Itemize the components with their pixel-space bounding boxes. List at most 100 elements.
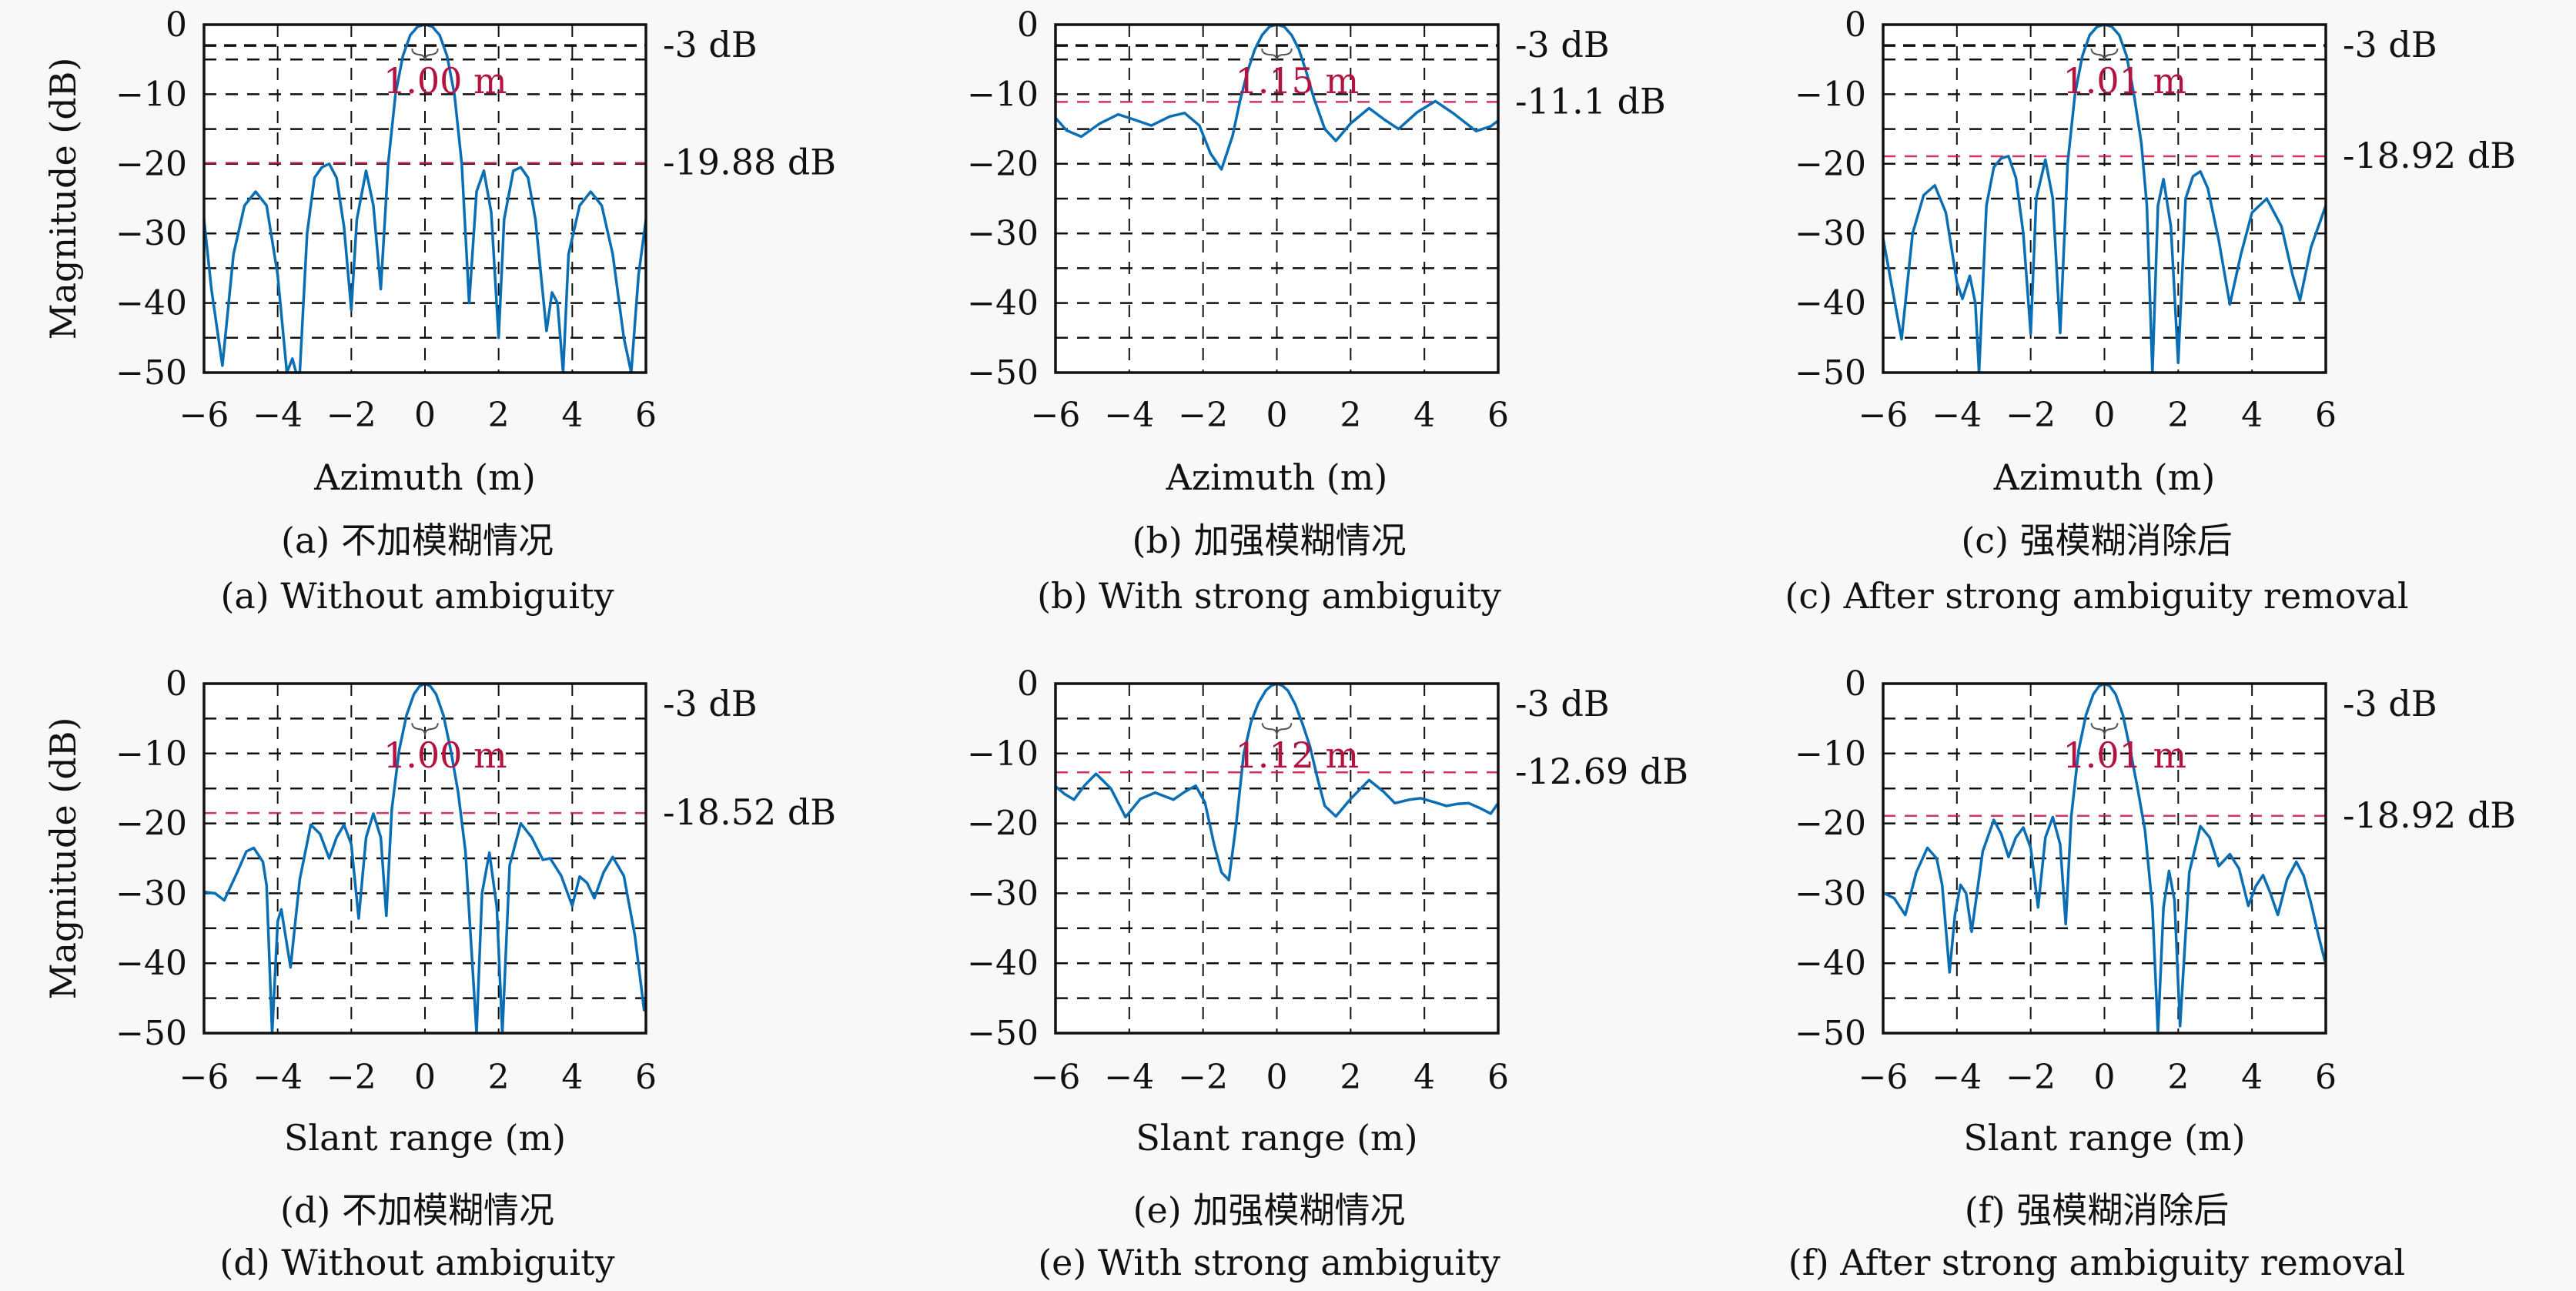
x-tick-label: 0 xyxy=(414,1058,436,1097)
caption-cn: (d) 不加模糊情况 xyxy=(280,1189,554,1231)
x-tick-label: 0 xyxy=(1266,1058,1288,1097)
y-tick-label: −30 xyxy=(115,214,187,253)
x-tick-label: −6 xyxy=(1858,396,1909,435)
x-axis-label: Azimuth (m) xyxy=(313,457,536,498)
y-tick-label: −20 xyxy=(1795,145,1866,184)
y-tick-label: −40 xyxy=(1795,944,1866,983)
resolution-label: 1.00 m xyxy=(383,60,507,102)
y-tick-label: −20 xyxy=(967,145,1039,184)
subplot-f: 1.01 m0−10−20−30−40−50−6 −4 −2 0 2 4 6-3 dB-18… xyxy=(1788,664,2516,1283)
caption-cn: (f) 强模糊消除后 xyxy=(1965,1189,2230,1231)
x-tick-label: −2 xyxy=(1178,396,1228,435)
x-tick-label: −6 xyxy=(179,396,229,435)
caption-en: (e) With strong ambiguity xyxy=(1038,1242,1500,1283)
resolution-brace xyxy=(1261,723,1293,736)
plot-frame xyxy=(1882,23,2327,374)
y-tick-label: −20 xyxy=(967,804,1039,844)
y-tick-label: −40 xyxy=(967,284,1039,323)
x-tick-label: −6 xyxy=(179,1058,229,1097)
label-pslr: -18.52 dB xyxy=(663,791,836,833)
y-tick-label: −30 xyxy=(967,874,1039,913)
x-tick-label: −4 xyxy=(1104,1058,1154,1097)
x-tick-label: 6 xyxy=(1487,1058,1509,1097)
x-tick-label: −2 xyxy=(2006,396,2056,435)
plot-frame xyxy=(1882,682,2327,1035)
label-pslr: -19.88 dB xyxy=(663,142,836,183)
response-curve xyxy=(203,682,647,1035)
x-tick-label: −2 xyxy=(326,1058,376,1097)
y-tick-label: −20 xyxy=(115,145,187,184)
y-tick-label: −50 xyxy=(115,353,187,393)
y-tick-label: −10 xyxy=(115,734,187,774)
y-tick-label: −40 xyxy=(967,944,1039,983)
x-tick-label: −6 xyxy=(1858,1058,1909,1097)
x-tick-label: 0 xyxy=(2094,1058,2116,1097)
x-tick-label: −2 xyxy=(2006,1058,2056,1097)
x-tick-label: 2 xyxy=(2167,396,2189,435)
x-tick-label: 6 xyxy=(2315,396,2337,435)
plot-frame xyxy=(202,682,647,1035)
x-tick-label: −2 xyxy=(326,396,376,435)
caption-cn: (c) 强模糊消除后 xyxy=(1961,520,2232,561)
plot-frame xyxy=(1054,682,1500,1035)
y-tick-label: −20 xyxy=(1795,804,1866,844)
subplot-b: 1.15 m0−10−20−30−40−50−6 −4 −2 0 2 4 6-3 dB-11… xyxy=(967,5,1666,617)
resolution-label: 1.15 m xyxy=(1236,60,1360,102)
response-curve xyxy=(1882,23,2327,374)
y-tick-label: −30 xyxy=(115,874,187,913)
caption-cn: (b) 加强模糊情况 xyxy=(1132,520,1407,561)
x-tick-label: −4 xyxy=(1932,1058,1982,1097)
x-axis-label: Azimuth (m) xyxy=(1993,457,2216,498)
x-tick-label: 2 xyxy=(1340,1058,1361,1097)
y-tick-label: −10 xyxy=(115,75,187,114)
x-tick-label: 2 xyxy=(488,396,510,435)
y-tick-label: −50 xyxy=(967,353,1039,393)
label-pslr: -18.92 dB xyxy=(2343,794,2516,836)
x-tick-label: 2 xyxy=(2167,1058,2189,1097)
resolution-brace xyxy=(411,723,439,736)
x-tick-label: 6 xyxy=(635,1058,657,1097)
x-tick-label: 4 xyxy=(2241,396,2263,435)
y-tick-label: −30 xyxy=(967,214,1039,253)
y-tick-label: −50 xyxy=(115,1014,187,1053)
subplot-c: 1.01 m0−10−20−30−40−50−6 −4 −2 0 2 4 6-3 dB-18… xyxy=(1785,5,2516,617)
y-tick-label: −20 xyxy=(115,804,187,844)
caption-en: (f) After strong ambiguity removal xyxy=(1788,1242,2406,1283)
resolution-label: 1.01 m xyxy=(2063,734,2187,776)
y-tick-label: 0 xyxy=(1017,664,1039,704)
caption-cn: (a) 不加模糊情况 xyxy=(281,520,554,561)
label-3db: -3 dB xyxy=(2343,683,2437,724)
x-axis-label: Slant range (m) xyxy=(1136,1117,1417,1159)
y-tick-label: −40 xyxy=(115,284,187,323)
x-tick-label: −2 xyxy=(1178,1058,1228,1097)
resolution-label: 1.01 m xyxy=(2063,60,2187,102)
x-tick-label: −4 xyxy=(1104,396,1154,435)
x-tick-label: 4 xyxy=(1413,1058,1435,1097)
resolution-brace xyxy=(2090,723,2119,736)
x-tick-label: 6 xyxy=(2315,1058,2337,1097)
plot-frame xyxy=(202,23,647,374)
x-tick-label: −6 xyxy=(1031,1058,1081,1097)
resolution-label: 1.12 m xyxy=(1236,734,1360,776)
x-tick-label: 4 xyxy=(1413,396,1435,435)
y-tick-label: 0 xyxy=(1845,664,1866,704)
x-tick-label: −4 xyxy=(253,1058,303,1097)
y-axis-label: Magnitude (dB) xyxy=(42,58,84,340)
y-tick-label: −10 xyxy=(967,734,1039,774)
y-tick-label: 0 xyxy=(1017,5,1039,45)
y-axis-label: Magnitude (dB) xyxy=(42,717,84,1000)
subplot-a: 1.00 m0−10−20−30−40−50−6 −4 −2 0 2 4 6-3 dB-19… xyxy=(42,5,836,617)
y-tick-label: −50 xyxy=(1795,1014,1866,1053)
x-tick-label: −6 xyxy=(1031,396,1081,435)
x-axis-label: Azimuth (m) xyxy=(1166,457,1388,498)
label-pslr: -11.1 dB xyxy=(1515,80,1666,122)
caption-en: (b) With strong ambiguity xyxy=(1037,575,1501,617)
x-tick-label: 6 xyxy=(1487,396,1509,435)
caption-en: (a) Without ambiguity xyxy=(220,575,614,617)
label-3db: -3 dB xyxy=(663,24,758,65)
caption-en: (d) Without ambiguity xyxy=(219,1242,614,1283)
x-tick-label: −4 xyxy=(1932,396,1982,435)
label-pslr: -18.92 dB xyxy=(2343,135,2516,176)
label-3db: -3 dB xyxy=(663,683,758,724)
